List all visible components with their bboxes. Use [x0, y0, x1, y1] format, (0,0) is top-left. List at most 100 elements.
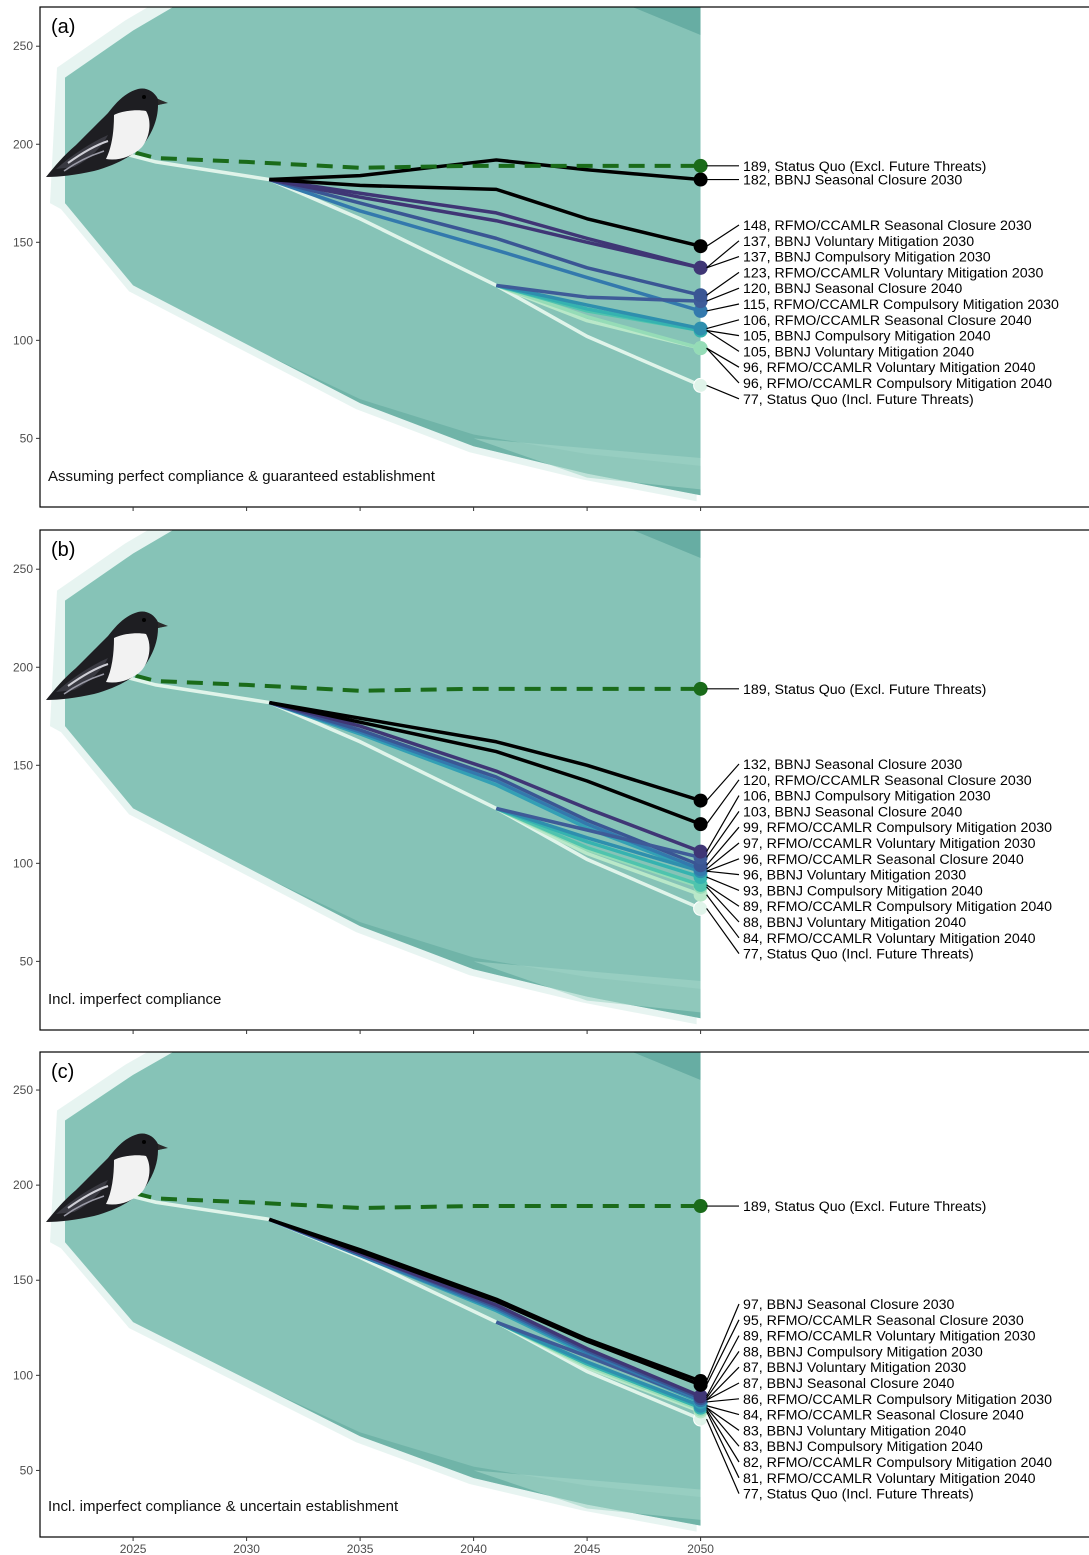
- series-label: 123, RFMO/CCAMLR Voluntary Mitigation 20…: [743, 265, 1044, 281]
- x-tick-label: 2040: [460, 1542, 487, 1555]
- y-tick-label: 50: [20, 1463, 34, 1477]
- series-line: [268, 177, 701, 297]
- series-label: 84, RFMO/CCAMLR Voluntary Mitigation 204…: [743, 931, 1036, 947]
- label-leader: [706, 811, 740, 858]
- label-leader: [706, 884, 740, 907]
- label-leader: [706, 1366, 740, 1401]
- uncertainty-band: [65, 1052, 701, 1526]
- plot-area: [50, 530, 701, 1025]
- series-label: 105, BBNJ Compulsory Mitigation 2040: [743, 329, 991, 345]
- label-leader: [706, 329, 740, 337]
- series-line: [269, 177, 701, 248]
- label-leader: [706, 303, 740, 312]
- series-label: 83, BBNJ Compulsory Mitigation 2040: [743, 1439, 983, 1455]
- series-label: 137, BBNJ Compulsory Mitigation 2030: [743, 250, 991, 266]
- panel-caption: Incl. imperfect compliance & uncertain e…: [48, 1498, 399, 1515]
- series-label: 95, RFMO/CCAMLR Seasonal Closure 2030: [743, 1313, 1024, 1329]
- label-leader: [706, 886, 740, 923]
- uncertainty-band-lower-light: [473, 1470, 701, 1520]
- panel-tag: (a): [51, 16, 75, 38]
- series-line: [268, 700, 701, 867]
- series-end-point: [693, 321, 708, 336]
- series-end-point: [693, 1389, 708, 1404]
- series-label: 87, BBNJ Voluntary Mitigation 2030: [743, 1360, 966, 1376]
- label-leader: [706, 779, 740, 825]
- uncertainty-band: [65, 530, 701, 1019]
- series-label: 89, RFMO/CCAMLR Compulsory Mitigation 20…: [743, 899, 1052, 915]
- series-end-point: [693, 239, 708, 254]
- label-leader: [706, 347, 740, 368]
- label-leader: [706, 1319, 740, 1386]
- x-tick-label: 2050: [687, 1542, 714, 1555]
- series-label: 88, BBNJ Voluntary Mitigation 2040: [743, 915, 966, 931]
- panel-a: 50 100 150 200 250 (a) Assuming perfect compli…: [13, 6, 1089, 511]
- series-end-point: [693, 817, 708, 832]
- series-label: 96, RFMO/CCAMLR Compulsory Mitigation 20…: [743, 376, 1052, 392]
- series-line: [269, 700, 701, 803]
- y-tick-label: 50: [20, 954, 34, 968]
- label-leader: [706, 842, 740, 870]
- series-line: [269, 158, 701, 182]
- series-label: 88, BBNJ Compulsory Mitigation 2030: [743, 1344, 983, 1360]
- series-end-point: [693, 1199, 708, 1214]
- series-label: 148, RFMO/CCAMLR Seasonal Closure 2030: [743, 218, 1032, 234]
- series-label: 89, RFMO/CCAMLR Voluntary Mitigation 203…: [743, 1329, 1036, 1345]
- series-label: 97, RFMO/CCAMLR Voluntary Mitigation 203…: [743, 836, 1036, 852]
- series-line: [495, 806, 701, 860]
- series-line: [268, 177, 701, 313]
- series-line: [496, 283, 701, 303]
- series-line: [268, 1217, 701, 1383]
- chart-panels: 50 100 150 200 250 (a) Assuming perfect compli…: [13, 6, 1089, 1555]
- panel-caption: Assuming perfect compliance & guaranteed…: [48, 468, 436, 485]
- uncertainty-band-upper: [632, 530, 701, 558]
- series-label: 96, BBNJ Voluntary Mitigation 2030: [743, 868, 966, 884]
- panel-b: 50 100 150 200 250 (b) Incl. imperfect complia…: [13, 529, 1089, 1034]
- label-leader: [706, 795, 740, 852]
- series-label: 96, RFMO/CCAMLR Voluntary Mitigation 204…: [743, 360, 1036, 376]
- series-label: 83, BBNJ Voluntary Mitigation 2040: [743, 1423, 966, 1439]
- series-label: 84, RFMO/CCAMLR Seasonal Closure 2040: [743, 1408, 1024, 1424]
- uncertainty-band-lower-light: [473, 961, 701, 1013]
- y-tick-label: 150: [13, 235, 33, 249]
- label-leader: [706, 1411, 740, 1479]
- series-label: 77, Status Quo (Incl. Future Threats): [743, 947, 974, 963]
- series-end-point: [693, 288, 708, 303]
- series-end-point: [693, 172, 708, 187]
- y-tick-label: 100: [13, 856, 33, 870]
- series-line: [495, 1320, 701, 1408]
- series-line: [495, 283, 701, 331]
- series-label: 189, Status Quo (Excl. Future Threats): [743, 159, 986, 175]
- series-end-point: [693, 900, 709, 916]
- panel-caption: Incl. imperfect compliance: [48, 991, 221, 1008]
- label-leader: [706, 1407, 740, 1447]
- label-leader: [706, 1418, 740, 1494]
- label-leader: [706, 1382, 740, 1401]
- series-line: [495, 806, 701, 873]
- label-leader: [706, 870, 740, 876]
- label-leader: [706, 826, 740, 866]
- plot-area: [50, 7, 701, 502]
- y-tick-label: 200: [13, 137, 33, 151]
- series-line: [495, 283, 701, 350]
- uncertainty-band-upper: [632, 1052, 701, 1080]
- series-end-point: [693, 1374, 708, 1389]
- status-quo-excl-line: [109, 144, 701, 170]
- label-leader: [706, 347, 740, 384]
- y-tick-label: 250: [13, 1083, 33, 1097]
- status-quo-excl-line: [109, 1185, 701, 1210]
- y-tick-label: 100: [13, 333, 33, 347]
- label-leader: [706, 256, 740, 269]
- series-end-point: [693, 793, 708, 808]
- uncertainty-band-lower-light: [473, 438, 701, 490]
- label-leader: [706, 876, 740, 891]
- y-tick-label: 250: [13, 39, 33, 53]
- label-leader: [706, 763, 740, 801]
- label-leader: [706, 271, 740, 296]
- x-tick-label: 2030: [233, 1542, 260, 1555]
- uncertainty-band: [65, 7, 701, 496]
- label-leader: [706, 319, 740, 330]
- series-label: 77, Status Quo (Incl. Future Threats): [743, 1487, 974, 1503]
- panel-frame: [39, 529, 1089, 1031]
- status-quo-excl-line: [109, 667, 701, 693]
